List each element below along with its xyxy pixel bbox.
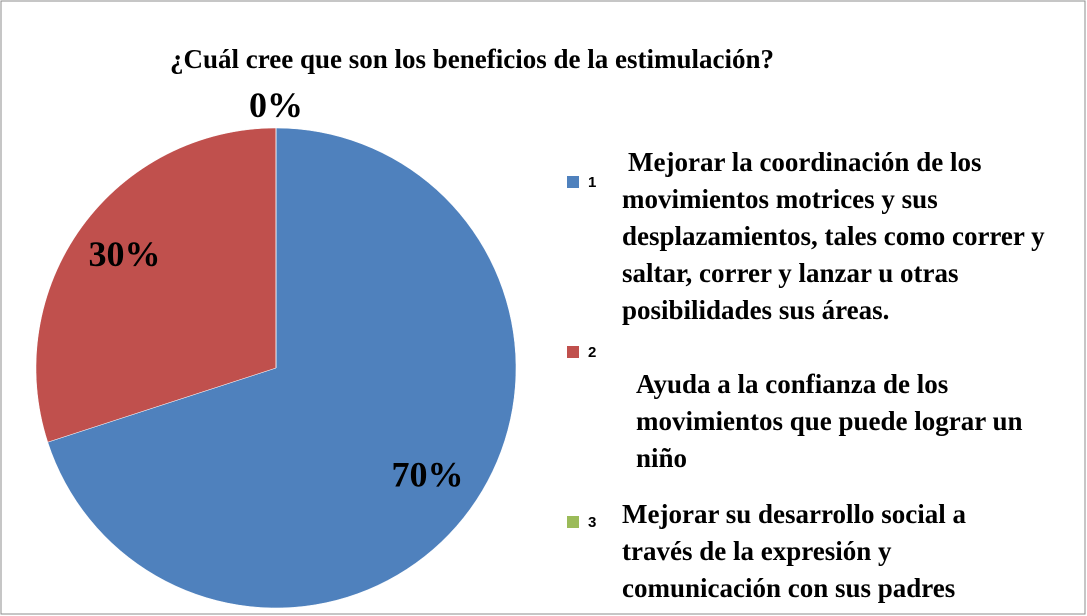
legend-label: 3 xyxy=(588,514,596,531)
pie-slice xyxy=(47,127,517,609)
legend-swatch xyxy=(567,346,579,358)
legend-swatch xyxy=(567,516,579,528)
legend-description: Mejorar su desarrollo social a través de… xyxy=(622,499,966,603)
legend-label: 2 xyxy=(588,344,596,361)
chart-title: ¿Cuál cree que son los beneficios de la … xyxy=(170,44,774,74)
pie-slice xyxy=(35,127,277,443)
legend-description: Mejorar la coordinación de los movimient… xyxy=(622,147,1045,325)
legend-description: Ayuda a la confianza de los movimientos … xyxy=(636,369,1023,473)
data-label: 30% xyxy=(89,234,161,274)
legend-label: 1 xyxy=(588,174,596,191)
data-label: 0% xyxy=(249,85,303,125)
data-label: 70% xyxy=(391,454,463,494)
legend-swatch xyxy=(567,176,579,188)
